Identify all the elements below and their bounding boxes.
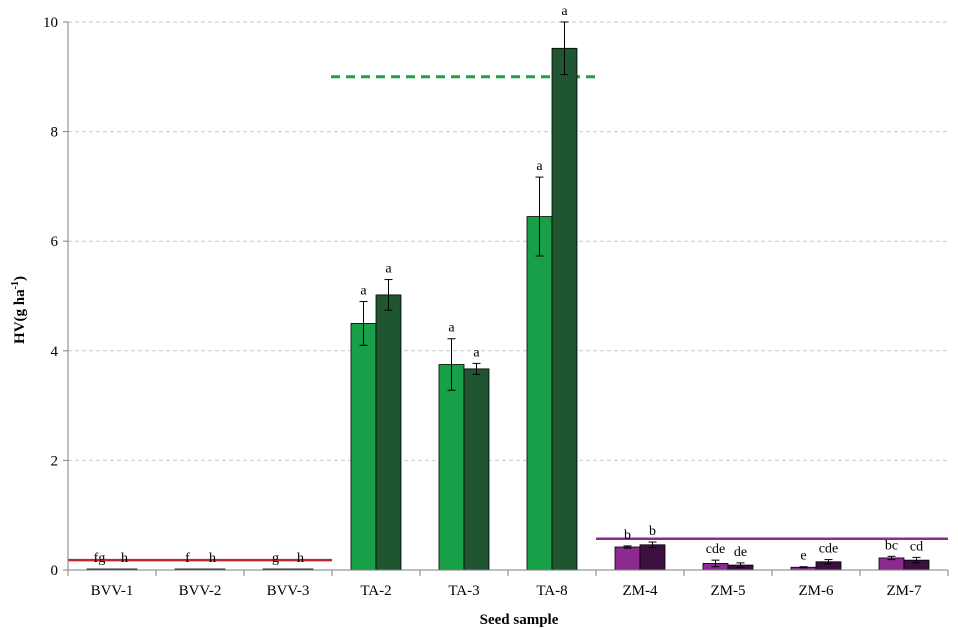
y-axis-title-main: HV(g ha [12, 289, 28, 344]
y-axis-title-end: ) [12, 276, 28, 281]
significance-label: h [209, 551, 216, 566]
significance-label: f [185, 551, 190, 566]
grid-layer [68, 21, 948, 461]
y-axis-title-superscript: -1 [10, 281, 21, 289]
x-tick-label: BVV-3 [267, 583, 310, 599]
significance-label: a [385, 262, 392, 277]
x-tick-label: BVV-1 [91, 583, 134, 599]
significance-label: a [473, 345, 480, 360]
significance-label: de [734, 545, 747, 560]
y-tick-label: 0 [51, 563, 59, 579]
x-tick-label: ZM-4 [623, 583, 658, 599]
bar [438, 364, 465, 571]
significance-label: a [448, 321, 455, 336]
x-tick-label: TA-3 [448, 583, 479, 599]
bar [551, 47, 578, 571]
significance-label: cde [706, 542, 725, 557]
bar [526, 216, 553, 571]
labels: 0 2 4 6 8 10 BVV-1 BVV-2 BVV-3 TA-2 TA-3 TA-8 ZM-4 ZM… [43, 4, 923, 599]
x-tick-label: BVV-2 [179, 583, 222, 599]
significance-label: a [360, 283, 367, 298]
significance-label: a [536, 159, 543, 174]
significance-label: bc [885, 538, 898, 553]
x-tick-label: ZM-7 [887, 583, 922, 599]
bar [614, 546, 641, 571]
significance-label: cde [819, 542, 838, 557]
y-tick-label: 10 [43, 15, 58, 31]
significance-label: b [624, 528, 631, 543]
bar [639, 544, 666, 571]
x-tick-label: TA-8 [536, 583, 567, 599]
y-axis-title: HV(g ha-1) [10, 276, 28, 344]
x-axis-title: Seed sample [480, 612, 559, 628]
y-tick-label: 4 [51, 344, 59, 360]
significance-label: a [561, 4, 568, 19]
bar [375, 294, 402, 571]
significance-label: g [272, 551, 279, 566]
significance-label: h [297, 551, 304, 566]
significance-label: h [121, 551, 128, 566]
reference-lines [68, 75, 948, 562]
x-tick-label: ZM-5 [711, 583, 746, 599]
bars [86, 21, 930, 571]
significance-label: cd [910, 539, 923, 554]
bar [350, 322, 377, 571]
y-tick-label: 2 [51, 453, 59, 469]
x-tick-label: TA-2 [360, 583, 391, 599]
significance-label: fg [94, 551, 106, 566]
y-tick-label: 8 [51, 125, 59, 141]
x-tick-label: ZM-6 [799, 583, 834, 599]
y-tick-label: 6 [51, 234, 59, 250]
significance-label: e [800, 549, 806, 564]
significance-label: b [649, 524, 656, 539]
bar [463, 368, 490, 571]
axes [63, 21, 949, 576]
